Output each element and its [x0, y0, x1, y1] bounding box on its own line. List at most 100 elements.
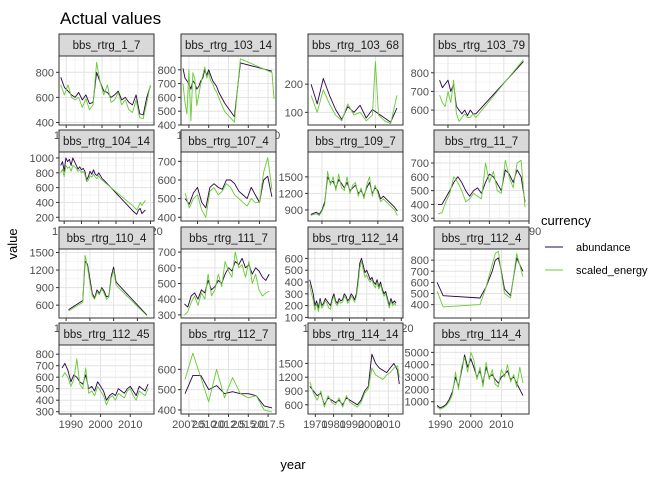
y-axis-title: value [5, 228, 20, 259]
panel-border [58, 55, 155, 126]
y-tick-label: 400 [158, 212, 176, 224]
x-tick-label: 2010.0 [192, 419, 226, 431]
series-line-scaled-energy [309, 260, 397, 312]
y-tick-label: 100 [285, 312, 303, 324]
y-tick-label: 400 [285, 277, 303, 289]
panel-background [433, 55, 530, 126]
y-tick-label: 500 [158, 279, 176, 291]
y-tick-label: 400 [158, 405, 176, 417]
y-tick-label: 600 [411, 172, 429, 184]
facet-strip-label: bbs_rtrg_11_7 [445, 136, 518, 148]
y-tick-label: 600 [285, 400, 303, 412]
y-tick-label: 1200 [279, 188, 303, 200]
series-line-abundance [439, 61, 524, 117]
y-tick-label: 600 [411, 105, 429, 117]
y-tick-label: 500 [158, 106, 176, 118]
y-tick-label: 800 [36, 349, 54, 361]
facet-strip-label: bbs_rtrg_104_14 [63, 136, 151, 148]
panel-background [58, 151, 155, 222]
series-line-abundance [309, 257, 397, 309]
y-tick-label: 800 [411, 255, 429, 267]
x-tick-label: 2000 [358, 419, 382, 431]
facet-panel: bbs_rtrg_112_440050060070080020002010 [411, 226, 530, 335]
panel-border [307, 151, 404, 222]
panel-border [58, 151, 155, 222]
series-line-abundance [60, 157, 146, 215]
y-tick-label: 600 [411, 277, 429, 289]
facet-panel: bbs_rtrg_114_14 600 900 1200 1500 19701980199… [279, 322, 404, 431]
y-tick-label: 500 [36, 384, 54, 396]
x-tick-label: 2000 [459, 419, 483, 431]
y-tick-label: 4000 [405, 360, 429, 372]
y-tick-label: 900 [285, 386, 303, 398]
y-tick-label: 1500 [279, 172, 303, 184]
series-line-scaled-energy [184, 251, 270, 316]
panel-background [58, 344, 155, 415]
y-tick-label: 5000 [405, 347, 429, 359]
series-line-scaled-energy [436, 250, 524, 308]
x-tick-label: 2000 [88, 419, 112, 431]
series-line-abundance [310, 78, 398, 123]
facet-panel: bbs_rtrg_109_790012001500199020002010 [279, 129, 404, 238]
y-tick-label: 100 [285, 107, 303, 119]
panel-border [433, 344, 530, 415]
y-tick-label: 3000 [405, 372, 429, 384]
facet-strip-label: bbs_rtrg_112_4 [442, 233, 522, 245]
panel-border [180, 151, 277, 222]
series-line-scaled-energy [60, 61, 151, 120]
facet-strip-label: bbs_rtrg_1_7 [73, 40, 141, 52]
y-tick-label: 400 [158, 294, 176, 306]
series-line-scaled-energy [68, 254, 148, 317]
series-line-abundance [182, 62, 273, 118]
facet-panel: bbs_rtrg_103_79600700800199020002010 [411, 33, 530, 142]
y-tick-label: 700 [158, 79, 176, 91]
y-tick-label: 400 [36, 197, 54, 209]
facet-strip-label: bbs_rtrg_114_4 [442, 329, 522, 341]
panel-border [433, 151, 530, 222]
panel-border [433, 248, 530, 319]
legend-label-scaled-energy: scaled_energy [576, 265, 648, 277]
y-tick-label: 1200 [279, 372, 303, 384]
y-tick-label: 700 [411, 158, 429, 170]
series-line-scaled-energy [436, 351, 524, 410]
y-tick-label: 800 [158, 65, 176, 77]
y-tick-label: 400 [36, 395, 54, 407]
y-tick-label: 1000 [30, 153, 54, 165]
y-tick-label: 2000 [405, 384, 429, 396]
facet-panel: bbs_rtrg_103_144005006007008001970198019… [158, 33, 280, 142]
y-tick-label: 300 [158, 310, 176, 322]
series-line-abundance [184, 257, 270, 308]
y-tick-label: 900 [285, 205, 303, 217]
series-line-abundance [184, 175, 273, 209]
y-tick-label: 600 [36, 372, 54, 384]
series-line-scaled-energy [60, 164, 146, 211]
y-tick-label: 600 [158, 263, 176, 275]
series-line-scaled-energy [309, 365, 400, 408]
x-tick-label: 2010 [118, 419, 142, 431]
panel-background [433, 151, 530, 222]
legend-entries: abundance scaled_energy [545, 242, 648, 277]
y-tick-label: 600 [158, 175, 176, 187]
y-tick-label: 500 [411, 289, 429, 301]
series-line-scaled-energy [184, 157, 273, 218]
y-tick-label: 700 [36, 361, 54, 373]
panel-border [58, 344, 155, 415]
legend-title: currency [541, 213, 591, 228]
facet-strip-label: bbs_rtrg_103_14 [185, 40, 273, 52]
y-tick-label: 1500 [30, 248, 54, 260]
facet-strip-label: bbs_rtrg_112_7 [189, 329, 269, 341]
y-tick-label: 600 [36, 183, 54, 195]
y-tick-label: 800 [411, 68, 429, 80]
x-tick-label: 2017.5 [251, 419, 285, 431]
facet-panel: bbs_rtrg_11_7300400500600700197019751980… [411, 129, 541, 238]
facet-panel: bbs_rtrg_103_6810020020002010 [285, 33, 404, 142]
y-tick-label: 500 [411, 186, 429, 198]
x-tick-label: 1990 [59, 419, 83, 431]
y-tick-label: 600 [36, 300, 54, 312]
y-tick-label: 300 [36, 407, 54, 419]
y-tick-label: 600 [36, 92, 54, 104]
y-tick-label: 1200 [30, 265, 54, 277]
x-tick-label: 2012.5 [212, 419, 246, 431]
